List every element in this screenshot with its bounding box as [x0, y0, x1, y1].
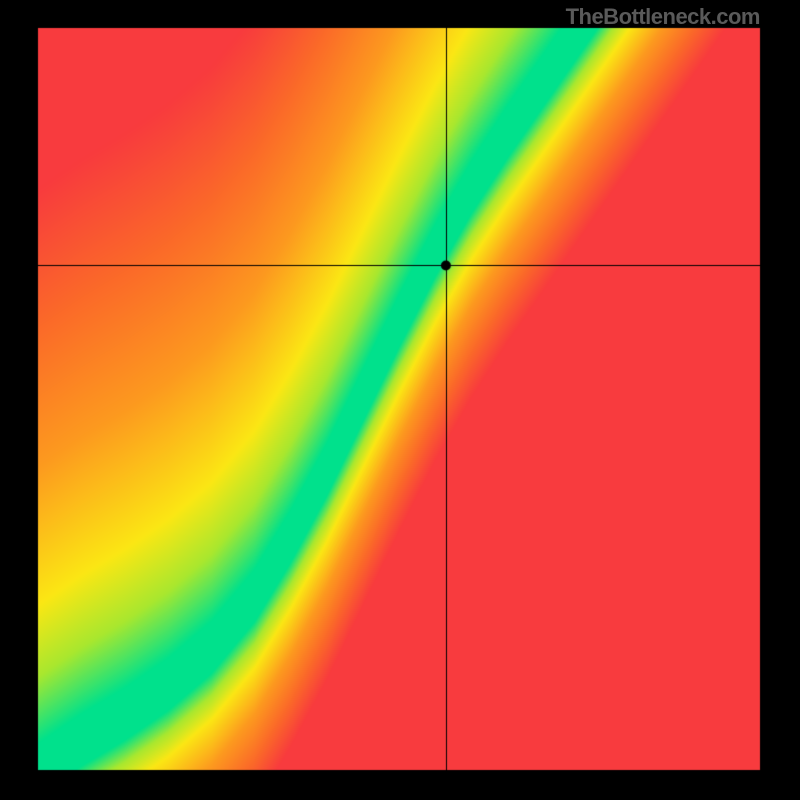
- chart-container: { "watermark": { "text": "TheBottleneck.…: [0, 0, 800, 800]
- bottleneck-heatmap: [0, 0, 800, 800]
- watermark-text: TheBottleneck.com: [566, 4, 760, 30]
